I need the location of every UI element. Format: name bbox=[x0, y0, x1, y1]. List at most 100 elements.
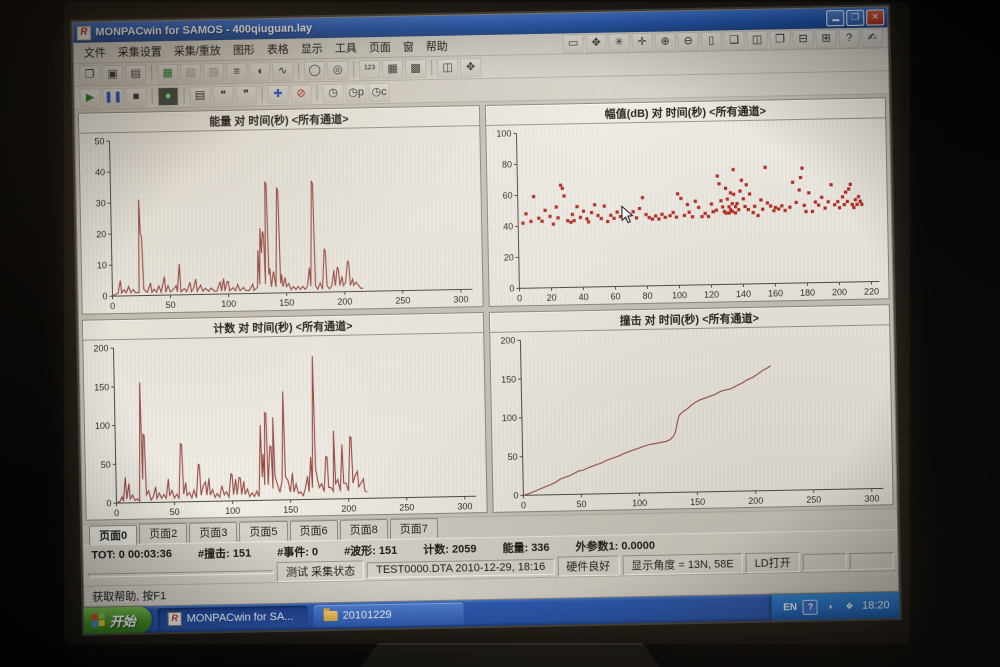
close-button[interactable]: ✕ bbox=[866, 9, 885, 26]
menu-item-0[interactable]: 文件 bbox=[83, 47, 106, 60]
tab-页面2[interactable]: 页面2 bbox=[138, 522, 188, 544]
tray-volume-icon[interactable]: ◗ bbox=[827, 600, 834, 611]
svg-text:250: 250 bbox=[806, 494, 821, 504]
context-help-icon[interactable]: ✍ bbox=[861, 27, 883, 48]
play-icon[interactable]: ▶ bbox=[79, 87, 101, 108]
traffic-light-icon[interactable]: ● bbox=[157, 86, 179, 106]
menu-item-4[interactable]: 表格 bbox=[266, 43, 289, 57]
language-indicator[interactable]: EN bbox=[783, 601, 798, 613]
chart-panel-amplitude: 幅值(dB) 对 时间(秒) <所有通道> 0 20 40 60 80 100 120 140… bbox=[484, 97, 890, 307]
clock-p-icon[interactable]: ◷p bbox=[345, 82, 367, 103]
help-status-text: 获取帮助, 按F1 bbox=[92, 590, 167, 604]
grid-table-icon[interactable]: ▦ bbox=[381, 59, 404, 79]
filters-icon[interactable]: ≡ bbox=[226, 62, 248, 82]
tile-vertical-icon[interactable]: ⊞ bbox=[815, 28, 837, 49]
status-field-3: 显示角度 = 13N, 58E bbox=[622, 553, 743, 576]
toolbar-separator bbox=[430, 59, 433, 77]
taskbar-item-folder[interactable]: 20101229 bbox=[313, 602, 464, 628]
zoom-in-icon[interactable]: ⊕ bbox=[654, 31, 676, 52]
amplitude-plot[interactable]: 0 20 40 60 80 100 120 140 160 180 200 220 0 20 40 60 80 1… bbox=[485, 118, 889, 306]
svg-text:50: 50 bbox=[170, 506, 180, 516]
hardware-setup-icon[interactable]: ▦ bbox=[157, 63, 179, 83]
target-tool-icon[interactable]: ◎ bbox=[326, 60, 349, 80]
keyboard-icon[interactable]: ▤ bbox=[189, 85, 211, 106]
new-page-icon[interactable]: ▯ bbox=[700, 30, 722, 51]
tab-页面0[interactable]: 页面0 bbox=[88, 524, 138, 546]
svg-text:50: 50 bbox=[101, 459, 111, 469]
tab-页面8[interactable]: 页面8 bbox=[339, 518, 388, 540]
svg-text:0: 0 bbox=[513, 490, 518, 500]
svg-text:0: 0 bbox=[114, 508, 119, 518]
counter-4: 计数: 2059 bbox=[423, 543, 477, 557]
open-icon[interactable]: ❐ bbox=[79, 64, 101, 85]
svg-text:100: 100 bbox=[671, 290, 686, 300]
tile-horizontal-icon[interactable]: ⊟ bbox=[792, 29, 814, 49]
menu-item-9[interactable]: 帮助 bbox=[425, 40, 448, 54]
zoom-select-icon[interactable]: ▭ bbox=[562, 33, 584, 53]
start-button[interactable]: 开始 bbox=[83, 606, 152, 634]
tab-页面5[interactable]: 页面5 bbox=[239, 520, 288, 542]
help-icon[interactable]: ? bbox=[838, 28, 860, 48]
zoom-out-icon[interactable]: ⊖ bbox=[677, 31, 699, 51]
pause-icon[interactable]: ❚❚ bbox=[102, 87, 124, 107]
tray-help-icon[interactable]: ? bbox=[802, 599, 819, 615]
minimize-button[interactable] bbox=[826, 10, 845, 27]
print-icon[interactable]: ▤ bbox=[125, 63, 147, 84]
pan-icon[interactable]: ✥ bbox=[585, 33, 607, 53]
chart-select-icon[interactable]: ▩ bbox=[404, 58, 427, 79]
fit-view-icon[interactable]: ✥ bbox=[459, 57, 482, 77]
taskbar-item-monpacwin[interactable]: R MONPACwin for SA... bbox=[157, 605, 308, 631]
svg-text:40: 40 bbox=[503, 221, 513, 231]
add-marker-icon[interactable]: ✚ bbox=[267, 84, 289, 104]
hit-clock-2-icon[interactable]: ❞ bbox=[235, 84, 257, 105]
counter-3: #波形: 151 bbox=[343, 544, 398, 558]
stop-icon[interactable]: ■ bbox=[125, 86, 147, 107]
menu-item-3[interactable]: 图形 bbox=[232, 44, 255, 57]
alarm-horn-icon[interactable]: ◖ bbox=[249, 61, 271, 81]
svg-text:180: 180 bbox=[799, 288, 814, 298]
menu-item-1[interactable]: 采集设置 bbox=[117, 46, 162, 60]
restore-button[interactable]: ❐ bbox=[846, 9, 865, 27]
svg-text:150: 150 bbox=[279, 298, 294, 308]
disable-icon[interactable]: ⊘ bbox=[290, 83, 312, 104]
menu-item-8[interactable]: 窗 bbox=[402, 41, 414, 54]
tab-页面7[interactable]: 页面7 bbox=[389, 517, 439, 539]
save-icon[interactable]: ▣ bbox=[102, 64, 124, 84]
split-columns-icon[interactable]: ◫ bbox=[746, 30, 768, 50]
svg-text:100: 100 bbox=[496, 128, 511, 138]
menu-item-6[interactable]: 工具 bbox=[334, 42, 357, 55]
status-field-4: LD打开 bbox=[745, 552, 800, 574]
svg-text:50: 50 bbox=[94, 136, 104, 146]
setup-2-icon[interactable]: ▧ bbox=[180, 62, 202, 83]
clock-c-icon[interactable]: ◷c bbox=[368, 82, 390, 102]
counter-6: 外参数1: 0.0000 bbox=[575, 539, 656, 554]
setup-3-icon[interactable]: ▨ bbox=[203, 62, 225, 82]
pointer-tool-icon[interactable]: ✛ bbox=[631, 32, 653, 52]
menu-item-2[interactable]: 采集/重放 bbox=[173, 45, 221, 58]
svg-text:200: 200 bbox=[500, 335, 515, 345]
tab-页面6[interactable]: 页面6 bbox=[289, 519, 338, 541]
hits-plot[interactable]: 0 50 100 150 200 250 300 0 50 100 150 200 bbox=[489, 324, 893, 512]
tray-network-icon[interactable]: ❖ bbox=[845, 600, 854, 611]
numeric-display-icon[interactable]: ¹²³ bbox=[358, 59, 381, 79]
counts-plot[interactable]: 0 50 100 150 200 250 300 0 50 100 150 200 bbox=[83, 332, 487, 520]
tab-页面3[interactable]: 页面3 bbox=[189, 521, 238, 543]
circle-tool-icon[interactable]: ◯ bbox=[303, 60, 326, 80]
chart-window-icon[interactable]: ◫ bbox=[436, 57, 459, 78]
hit-clock-1-icon[interactable]: ❝ bbox=[212, 85, 234, 105]
menu-item-5[interactable]: 显示 bbox=[300, 43, 323, 56]
zoom-reset-icon[interactable]: ✳ bbox=[608, 32, 630, 53]
svg-text:50: 50 bbox=[576, 499, 586, 509]
chart-area: 能量 对 时间(秒) <所有通道> 0 50 100 150 200 250 300 0 10 2… bbox=[74, 94, 897, 524]
page-layout-icon[interactable]: ❏ bbox=[723, 30, 745, 50]
menu-item-7[interactable]: 页面 bbox=[368, 41, 391, 55]
clock-icon[interactable]: ◷ bbox=[322, 83, 344, 103]
cascade-windows-icon[interactable]: ❒ bbox=[769, 29, 791, 50]
svg-text:100: 100 bbox=[632, 497, 647, 507]
energy-plot[interactable]: 0 50 100 150 200 250 300 0 10 20 30 40 50 bbox=[79, 126, 483, 314]
graph-setup-icon[interactable]: ∿ bbox=[271, 61, 294, 81]
chart-panel-counts: 计数 对 时间(秒) <所有通道> 0 50 100 150 200 250 300 0 50 1… bbox=[81, 311, 488, 521]
counter-1: #撞击: 151 bbox=[197, 547, 252, 561]
svg-text:100: 100 bbox=[501, 412, 516, 422]
svg-text:250: 250 bbox=[399, 502, 414, 512]
